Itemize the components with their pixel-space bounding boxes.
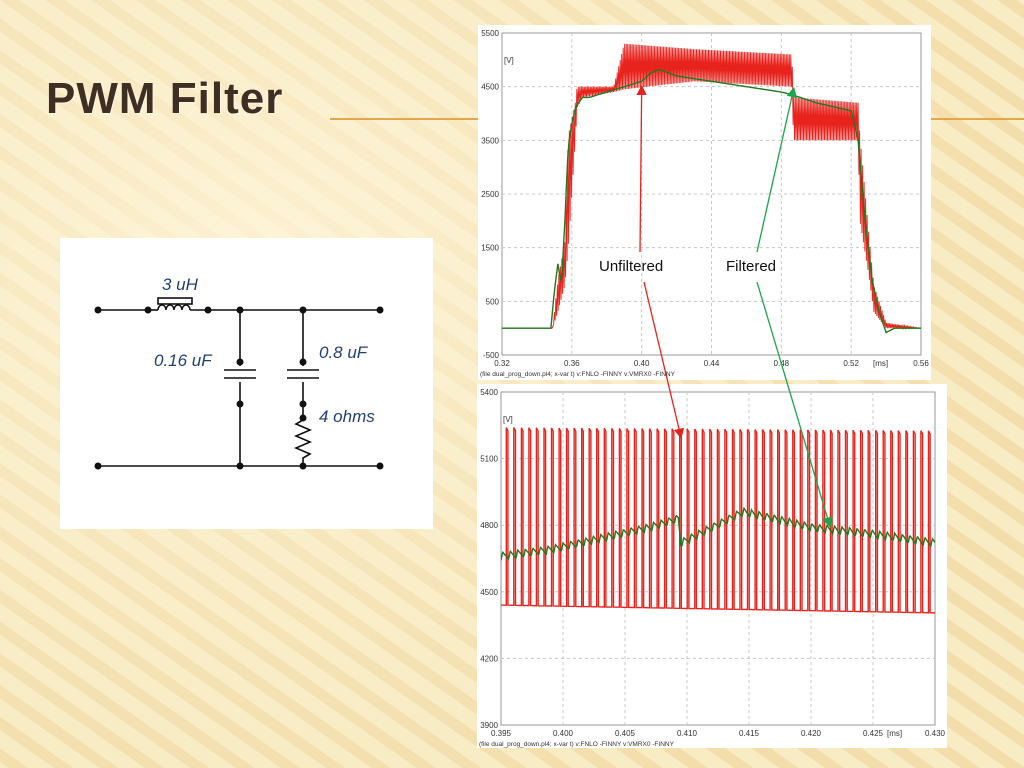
x-tick-label: 0.52: [843, 359, 859, 368]
y-tick-label: 2500: [481, 190, 499, 199]
x-tick-label: 0.425: [863, 729, 884, 738]
y-tick-label: 500: [486, 297, 500, 306]
y-tick-label: 5500: [481, 29, 499, 38]
y-tick-label: 5400: [480, 388, 498, 397]
y-tick-label: -500: [483, 351, 500, 360]
x-unit-label: [ms]: [873, 359, 888, 368]
series-line-unfiltered: [501, 427, 935, 614]
x-tick-label: 0.32: [494, 359, 510, 368]
x-tick-label: 0.400: [553, 729, 574, 738]
slide-title: PWM Filter: [46, 74, 284, 123]
x-tick-label: 0.40: [634, 359, 650, 368]
y-tick-label: 3900: [480, 721, 498, 730]
y-unit-label: [V]: [503, 415, 513, 424]
y-tick-label: 4200: [480, 654, 498, 663]
y-tick-label: 1500: [481, 244, 499, 253]
y-tick-label: 4800: [480, 521, 498, 530]
x-tick-label: 0.410: [677, 729, 698, 738]
x-tick-label: 0.48: [774, 359, 790, 368]
inductor-coil: [157, 304, 191, 311]
x-tick-label: 0.395: [491, 729, 512, 738]
resistor-zigzag: [293, 416, 313, 466]
x-tick-label: 0.36: [564, 359, 580, 368]
series-line-filtered: [502, 69, 921, 334]
scope-plot-zoom: 0.395 0.400 0.405 0.410 0.415 0.420 0.425 0.430…: [477, 384, 947, 748]
circuit-diagram: 3 uH 0.16 uF 0.8 uF 4 ohms: [60, 238, 433, 529]
x-tick-label: 0.405: [615, 729, 636, 738]
scope-plot-overview: 0.32 0.36 0.40 0.44 0.48 0.52 0.56 -500 500 1500 2…: [478, 25, 931, 380]
y-unit-label: [V]: [504, 56, 514, 65]
y-tick-label: 5100: [480, 455, 498, 464]
legend-caption: (file dual_prog_down.pl4; x-var t) v:FNL…: [480, 371, 676, 378]
x-tick-label: 0.44: [704, 359, 720, 368]
scope-plot-zoom-svg: 0.395 0.400 0.405 0.410 0.415 0.420 0.425 0.430…: [479, 388, 946, 748]
scope-plot-overview-svg: 0.32 0.36 0.40 0.44 0.48 0.52 0.56 -500 500 1500 2…: [480, 29, 929, 378]
cap2-label: 0.8 uF: [319, 343, 369, 362]
plot-traces: [501, 427, 935, 614]
series-line-unfiltered: [502, 43, 921, 330]
inductor-label: 3 uH: [162, 275, 199, 294]
series-line-filtered: [501, 506, 935, 561]
y-tick-label: 4500: [480, 588, 498, 597]
legend-caption: (file dual_prog_down.pl4; x-var t) v:FNL…: [479, 741, 675, 748]
x-tick-label: 0.56: [913, 359, 929, 368]
x-tick-label: 0.420: [801, 729, 822, 738]
resistor-label: 4 ohms: [319, 407, 375, 426]
x-unit-label: [ms]: [887, 729, 902, 738]
x-tick-label: 0.430: [925, 729, 946, 738]
plot-traces: [502, 43, 921, 334]
cap1-label: 0.16 uF: [154, 351, 213, 370]
circuit-schematic: 3 uH 0.16 uF 0.8 uF 4 ohms: [94, 275, 384, 470]
x-tick-label: 0.415: [739, 729, 760, 738]
y-tick-label: 3500: [481, 136, 499, 145]
y-tick-label: 4500: [481, 83, 499, 92]
